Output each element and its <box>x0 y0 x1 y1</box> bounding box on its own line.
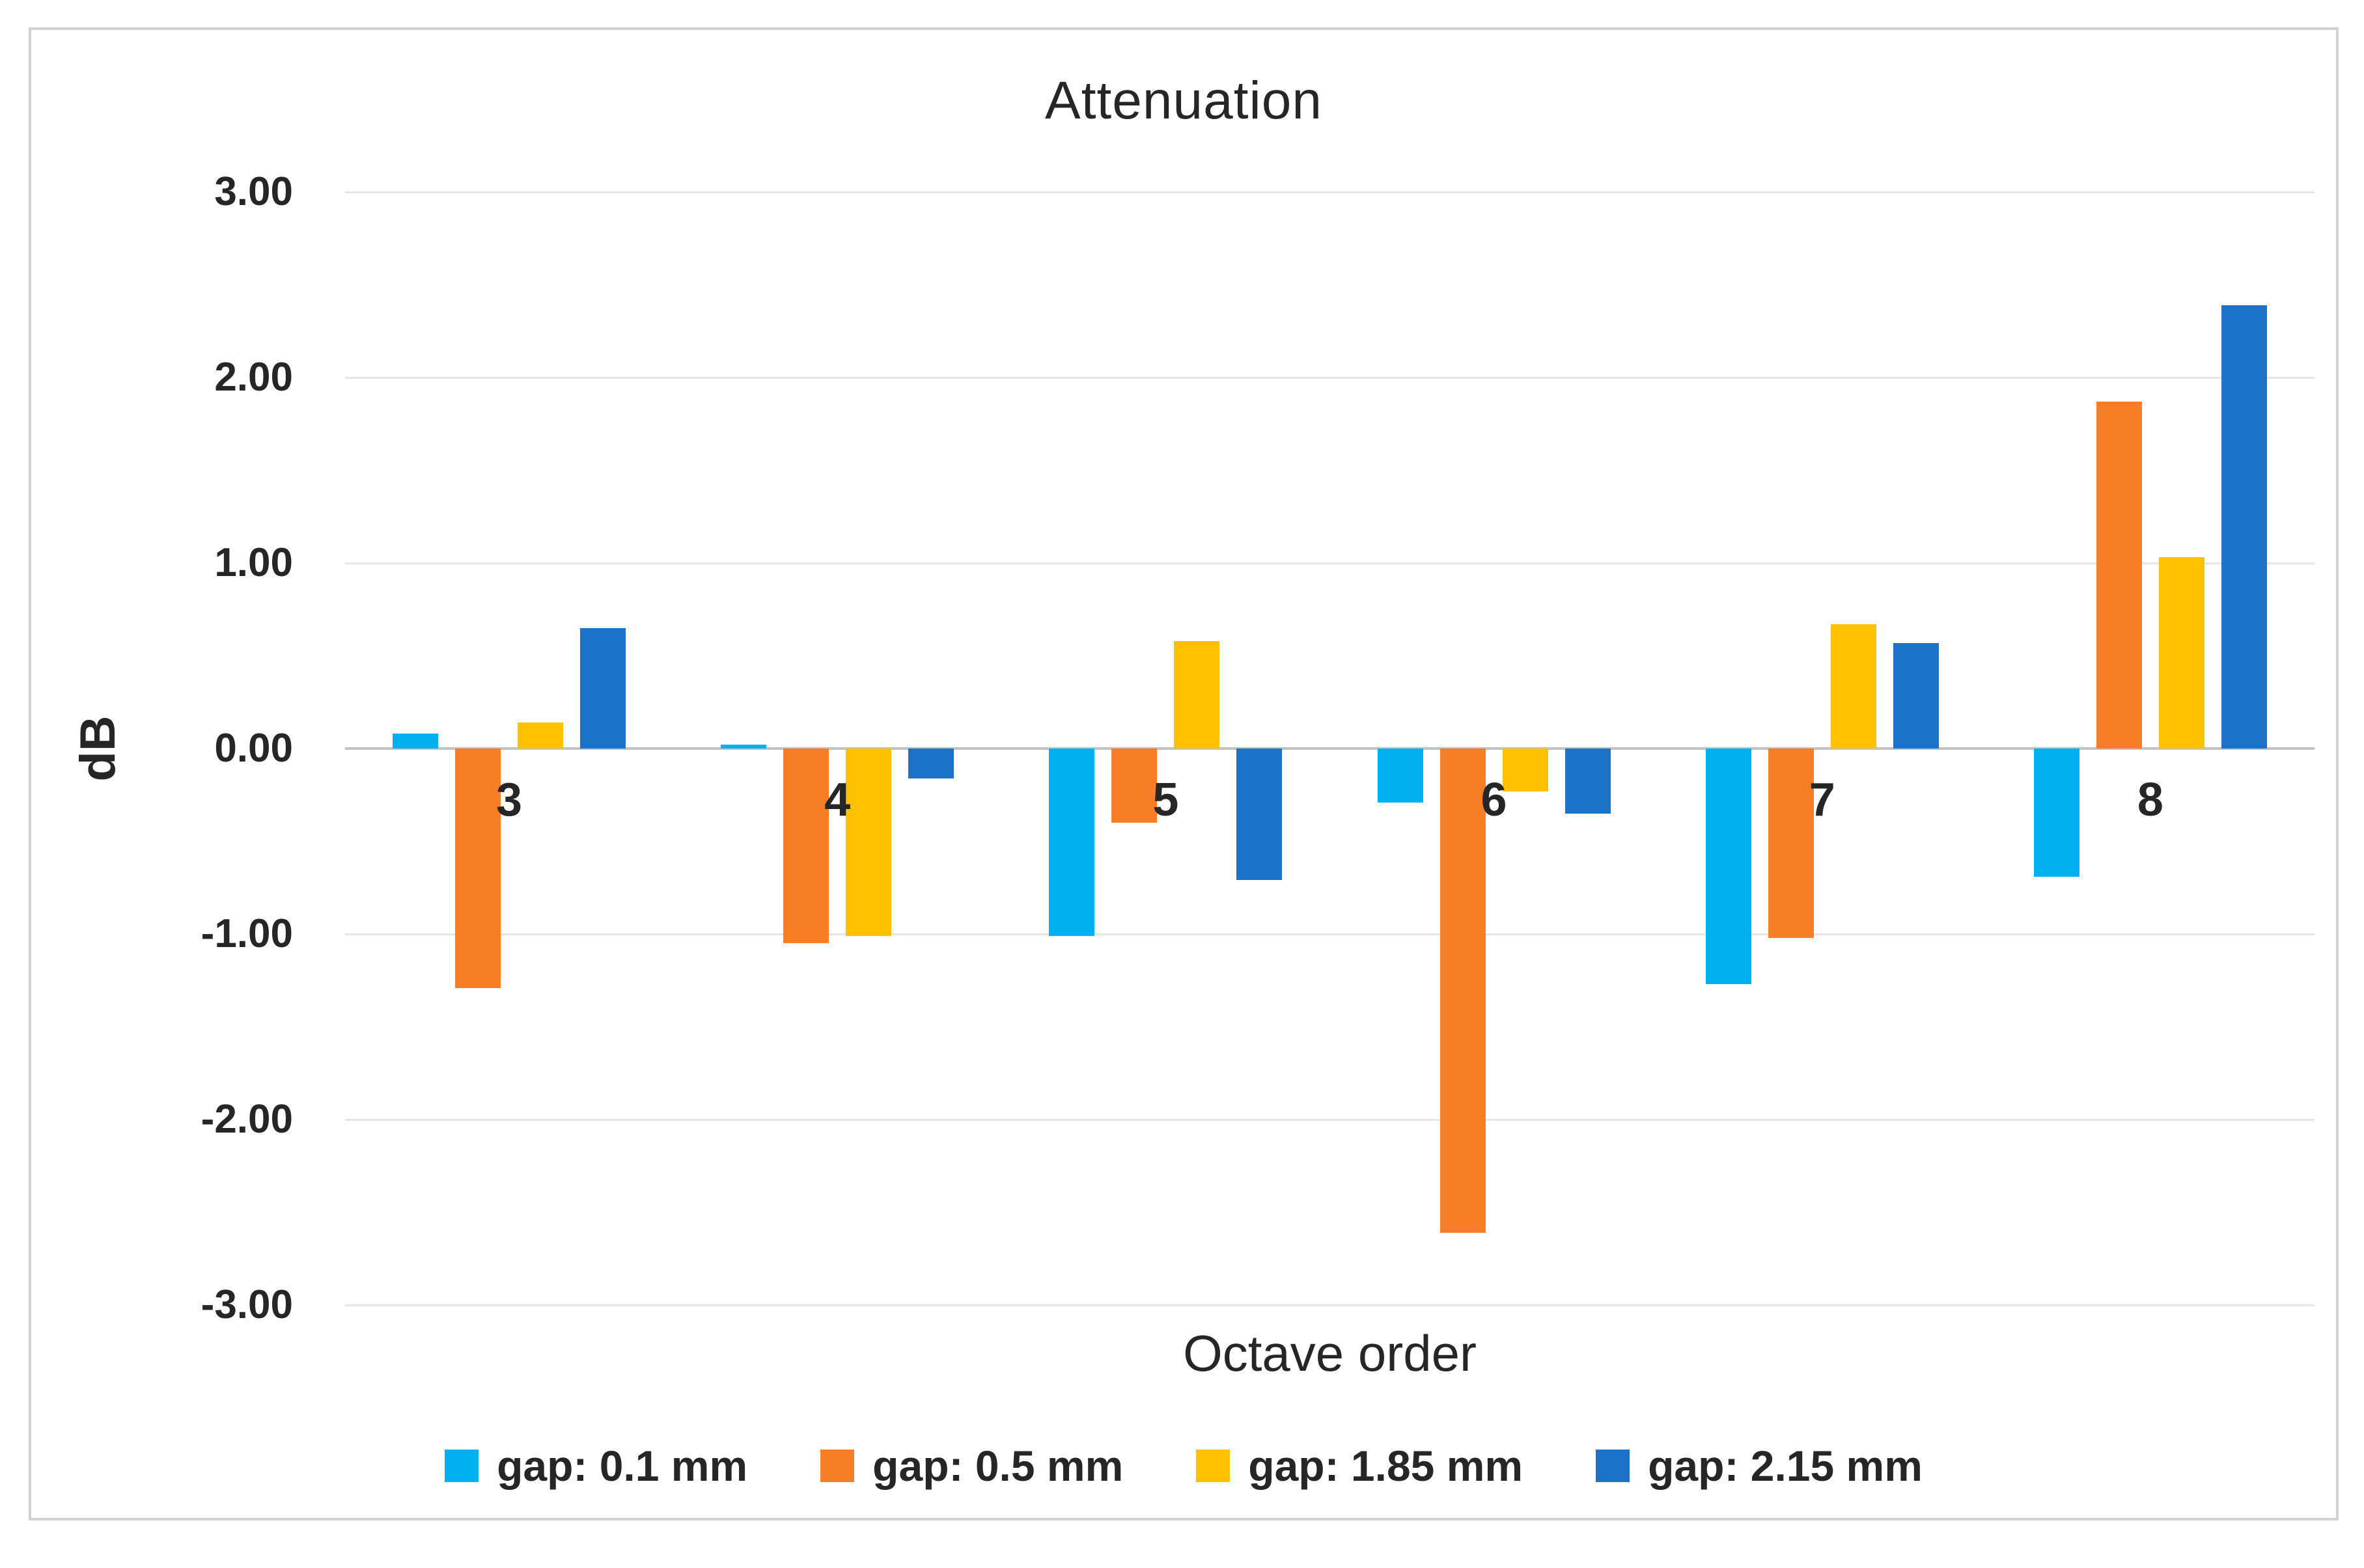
bar-series1-cat6 <box>1377 749 1423 803</box>
legend-item: gap: 0.1 mm <box>445 1441 747 1491</box>
bar-series4-cat6 <box>1564 749 1611 814</box>
plot-area: 3 4 5 6 7 8 <box>345 191 2315 1306</box>
legend-item: gap: 2.15 mm <box>1596 1441 1923 1491</box>
gridline <box>345 933 2315 935</box>
legend-swatch-icon <box>445 1450 479 1482</box>
bar-series2-cat6 <box>1439 749 1486 1233</box>
bar-series4-cat7 <box>1893 642 1939 749</box>
y-tick-label: 0.00 <box>214 726 293 771</box>
category-label: 3 <box>496 774 523 826</box>
bar-series1-cat3 <box>393 734 439 749</box>
category-label: 8 <box>2137 774 2163 826</box>
bar-series3-cat6 <box>1502 749 1548 791</box>
legend-label: gap: 1.85 mm <box>1248 1442 1523 1490</box>
legend-label: gap: 0.5 mm <box>872 1442 1124 1490</box>
bar-series1-cat4 <box>721 745 767 749</box>
category-label: 7 <box>1809 774 1835 826</box>
bar-series1-cat7 <box>1705 749 1751 984</box>
bar-series2-cat7 <box>1768 749 1814 938</box>
gridline <box>345 1304 2315 1306</box>
bar-series4-cat4 <box>908 749 954 778</box>
bar-series2-cat8 <box>2096 402 2142 749</box>
legend-label: gap: 2.15 mm <box>1648 1442 1923 1490</box>
x-axis-line <box>345 747 2315 750</box>
gridline <box>345 1118 2315 1121</box>
bar-series2-cat3 <box>455 749 501 988</box>
bar-series4-cat5 <box>1236 749 1283 881</box>
gridline <box>345 562 2315 564</box>
y-tick-label: -3.00 <box>201 1282 293 1327</box>
y-tick-label: 1.00 <box>214 540 293 585</box>
bar-series2-cat4 <box>783 749 829 944</box>
y-tick-label: -2.00 <box>201 1097 293 1142</box>
legend-label: gap: 0.1 mm <box>497 1442 748 1490</box>
legend-item: gap: 1.85 mm <box>1196 1441 1523 1491</box>
category-label: 6 <box>1481 774 1507 826</box>
bar-series4-cat8 <box>2221 305 2267 749</box>
bar-series3-cat3 <box>518 722 564 749</box>
bar-series2-cat5 <box>1111 749 1158 823</box>
bar-series1-cat5 <box>1049 749 1095 936</box>
legend-swatch-icon <box>820 1450 855 1482</box>
category-label: 5 <box>1152 774 1179 826</box>
chart-frame: Attenuation dB 3.00 2.00 1.00 0.00 -1.00 -2.0… <box>29 27 2339 1520</box>
chart-title: Attenuation <box>1045 71 1322 130</box>
y-tick-label: 2.00 <box>214 355 293 400</box>
gridline <box>345 376 2315 379</box>
legend-item: gap: 0.5 mm <box>820 1441 1123 1491</box>
y-tick-label: -1.00 <box>201 911 293 956</box>
legend-swatch-icon <box>1196 1450 1231 1482</box>
legend-swatch-icon <box>1596 1450 1630 1482</box>
y-axis-tick-labels: 3.00 2.00 1.00 0.00 -1.00 -2.00 -3.00 <box>31 169 293 1327</box>
x-axis-title: Octave order <box>1183 1325 1477 1382</box>
bar-series3-cat7 <box>1830 624 1876 749</box>
category-label: 4 <box>824 774 851 826</box>
bar-series3-cat5 <box>1174 640 1220 749</box>
bar-series1-cat8 <box>2033 749 2079 877</box>
legend: gap: 0.1 mm gap: 0.5 mm gap: 1.85 mm gap: 2… <box>31 1441 2336 1491</box>
y-tick-label: 3.00 <box>214 169 293 214</box>
bar-series4-cat3 <box>580 627 626 749</box>
bar-series3-cat8 <box>2158 557 2204 749</box>
bar-series3-cat4 <box>846 749 892 936</box>
gridline <box>345 191 2315 193</box>
